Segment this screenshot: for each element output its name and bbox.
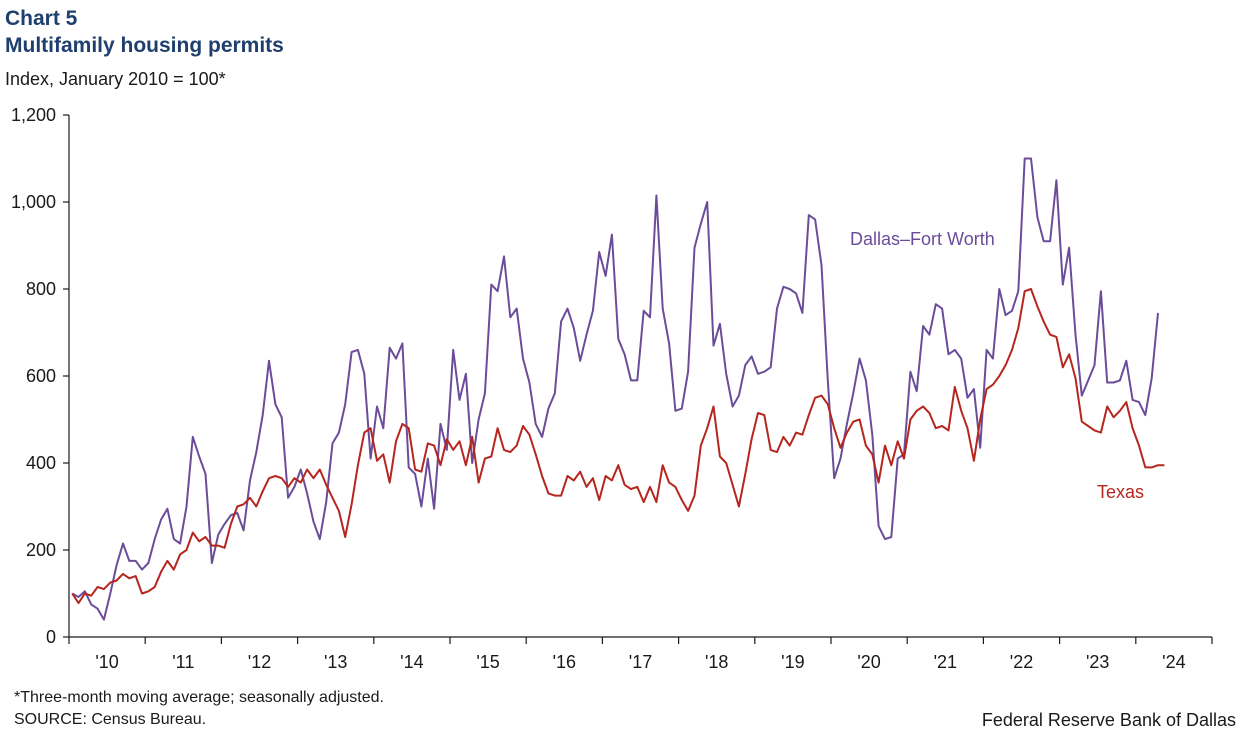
x-tick-label: '23 xyxy=(1086,652,1109,672)
y-tick-label: 200 xyxy=(26,540,56,560)
chart-title: Multifamily housing permits xyxy=(5,34,284,57)
note-text: *Three-month moving average; seasonally … xyxy=(14,689,384,706)
x-tick-label: '14 xyxy=(400,652,423,672)
x-tick-label: '15 xyxy=(476,652,499,672)
y-tick-label: 400 xyxy=(26,453,56,473)
x-tick-label: '24 xyxy=(1162,652,1185,672)
y-tick-label: 1,200 xyxy=(11,105,56,125)
dfw-series-line xyxy=(71,157,1159,621)
x-tick-label: '20 xyxy=(857,652,880,672)
texas-series-line xyxy=(71,288,1165,605)
y-tick-label: 800 xyxy=(26,279,56,299)
title-block: Chart 5 Multifamily housing permits xyxy=(5,5,284,59)
footnote: *Three-month moving average; seasonally … xyxy=(14,687,384,731)
dfw-series-label: Dallas–Fort Worth xyxy=(850,229,995,249)
source-text: SOURCE: Census Bureau. xyxy=(14,711,207,728)
x-tick-label: '10 xyxy=(95,652,118,672)
y-axis-unit-label: Index, January 2010 = 100* xyxy=(5,69,226,89)
x-tick-label: '21 xyxy=(934,652,957,672)
bank-credit: Federal Reserve Bank of Dallas xyxy=(981,710,1236,730)
x-tick-label: '22 xyxy=(1010,652,1033,672)
x-tick-label: '16 xyxy=(553,652,576,672)
x-tick-label: '11 xyxy=(172,652,194,672)
y-tick-label: 600 xyxy=(26,366,56,386)
x-tick-label: '19 xyxy=(781,652,804,672)
y-tick-label: 0 xyxy=(46,627,56,647)
x-tick-label: '17 xyxy=(629,652,652,672)
x-tick-label: '12 xyxy=(248,652,271,672)
x-tick-label: '13 xyxy=(324,652,347,672)
y-tick-label: 1,000 xyxy=(11,192,56,212)
texas-series-label: Texas xyxy=(1097,482,1144,502)
chart-number: Chart 5 xyxy=(5,7,78,30)
x-tick-label: '18 xyxy=(705,652,728,672)
